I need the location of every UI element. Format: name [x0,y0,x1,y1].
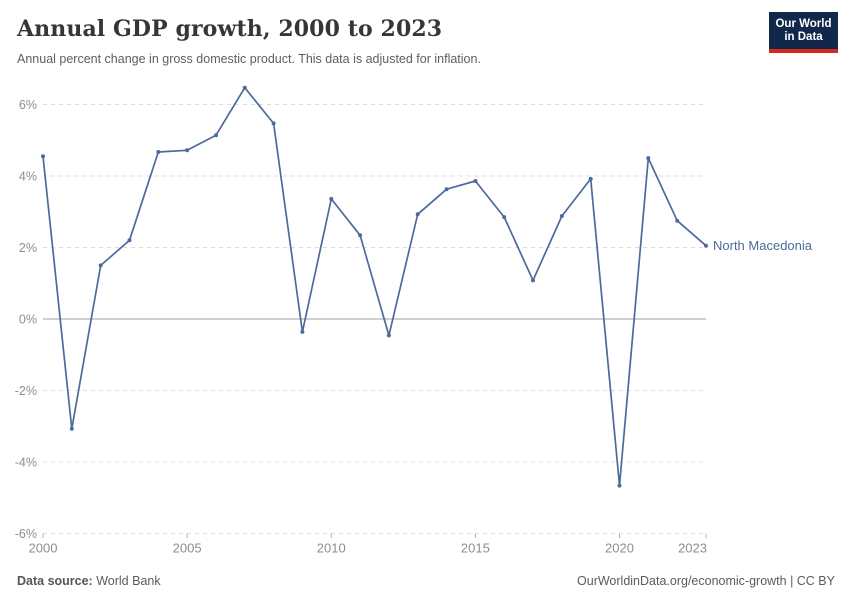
data-source-label: Data source: [17,574,93,588]
data-point[interactable] [444,187,449,192]
x-axis-tick-label: 2010 [317,541,346,556]
y-axis-tick-label: 0% [19,313,37,327]
y-axis-tick-label: -4% [15,456,37,470]
chart-subtitle: Annual percent change in gross domestic … [17,52,481,66]
y-axis-tick-label: 4% [19,170,37,184]
data-point[interactable] [559,214,564,218]
data-point[interactable] [675,218,680,223]
data-source-value: World Bank [96,574,161,588]
data-point[interactable] [617,483,622,488]
data-point[interactable] [41,154,45,159]
chart-title: Annual GDP growth, 2000 to 2023 [17,16,443,42]
data-point[interactable] [531,278,535,283]
data-point[interactable] [185,148,190,153]
x-axis-tick-label: 2000 [29,541,58,556]
data-point[interactable] [704,243,708,248]
data-point[interactable] [646,156,651,161]
x-axis-tick-label: 2023 [678,541,707,556]
data-point[interactable] [98,263,103,268]
data-source: Data source: World Bank [17,574,161,588]
owid-logo[interactable]: Our World in Data [769,12,838,54]
data-point[interactable] [415,212,420,217]
data-point[interactable] [386,333,391,338]
y-axis-tick-label: 2% [19,241,37,255]
data-point[interactable] [300,329,305,334]
data-point[interactable] [69,426,74,431]
data-point[interactable] [502,215,507,220]
data-point[interactable] [358,233,363,238]
data-point[interactable] [214,133,218,138]
data-point[interactable] [473,179,478,183]
entity-label[interactable]: North Macedonia [713,238,813,253]
chart-header: Annual GDP growth, 2000 to 2023 Annual p… [0,0,850,72]
data-point[interactable] [127,238,132,243]
chart-footer: Data source: World Bank OurWorldinData.o… [17,574,835,588]
y-axis-tick-label: -2% [15,384,37,398]
credit-link[interactable]: OurWorldinData.org/economic-growth | CC … [577,574,835,588]
line-chart-canvas[interactable]: 6% 4% 2% 0% -2% -4% -6%2000 2005 2010 2015 2020 202… [0,70,850,566]
owid-logo-line2: in Data [784,31,823,44]
data-point[interactable] [588,176,593,181]
data-point[interactable] [242,85,247,90]
x-axis-tick-label: 2005 [173,541,202,556]
data-line-north-macedonia[interactable] [42,86,707,487]
owid-logo-line1: Our World [775,18,832,30]
data-point[interactable] [329,196,334,201]
y-axis-tick-label: 6% [19,98,37,112]
y-axis-tick-label: -6% [15,527,37,541]
data-point[interactable] [156,150,161,154]
x-axis-tick-label: 2020 [605,541,634,556]
data-point[interactable] [271,121,276,126]
x-axis-tick-label: 2015 [461,541,490,556]
